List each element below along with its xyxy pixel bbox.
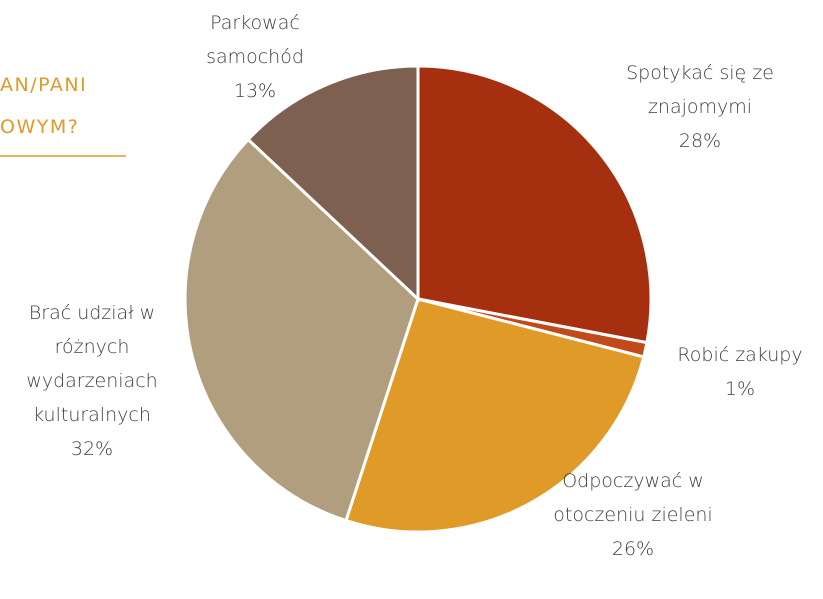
category-name: Robić zakupy: [677, 344, 803, 366]
pie-slice: [183, 137, 420, 523]
pie-slice: [246, 64, 420, 303]
category-name: Parkować samochód: [206, 12, 304, 68]
value-label: 13%: [233, 80, 277, 102]
slice-label: Robić zakupy 1%: [655, 338, 823, 406]
value-label: 28%: [678, 130, 722, 152]
title-line: AN/PANI: [0, 74, 88, 96]
pie-slice: [416, 64, 653, 345]
category-name: Odpoczywać w otoczeniu zieleni: [553, 470, 713, 526]
slice-label: Odpoczywać w otoczeniu zieleni 26%: [553, 464, 713, 566]
value-label: 32%: [70, 438, 114, 460]
slice-label: Parkować samochód 13%: [185, 6, 325, 108]
slice-label: Spotykać się ze znajomymi 28%: [605, 56, 795, 158]
category-name: Brać udział w różnych wydarzeniach kultu…: [26, 302, 158, 426]
value-label: 1%: [724, 378, 756, 400]
title-line: OWYM?: [0, 116, 80, 138]
value-label: 26%: [611, 538, 655, 560]
category-name: Spotykać się ze znajomymi: [626, 62, 774, 118]
slice-label: Brać udział w różnych wydarzeniach kultu…: [7, 296, 177, 466]
pie-slice: [344, 297, 646, 534]
